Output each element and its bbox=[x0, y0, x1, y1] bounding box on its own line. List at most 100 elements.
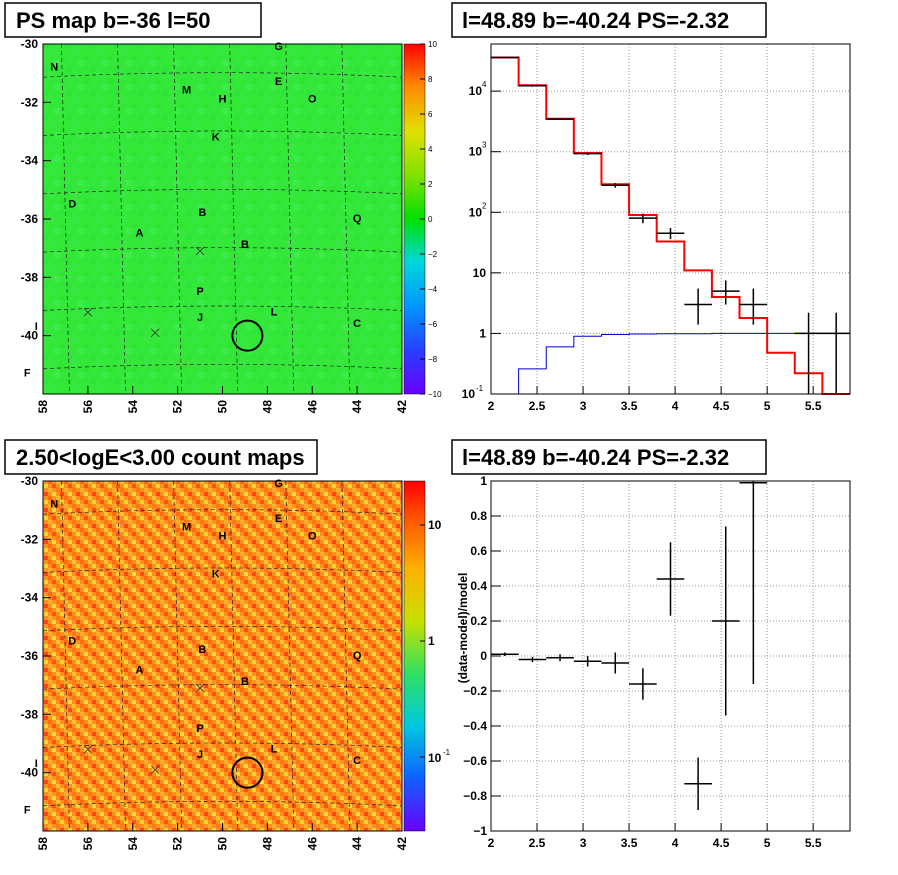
residual-ytick-label: 0.4 bbox=[470, 579, 487, 593]
ps-map-source-label: B bbox=[198, 207, 206, 219]
spectrum-xtick-label: 5.5 bbox=[805, 399, 822, 413]
ps-map-cross-marker bbox=[83, 308, 93, 317]
residual-ytick-label: −0.4 bbox=[463, 719, 487, 733]
count-map-lat-line bbox=[42, 800, 403, 807]
residual-ytick-label: 0.8 bbox=[470, 509, 487, 523]
ps-map-source-label: I bbox=[35, 321, 38, 333]
count-map-axes: -30 -32 -34 -36 -38 -40 58 56 54 52 50 48 46 44 42 bbox=[21, 474, 409, 850]
count-map-xtick-label: 58 bbox=[36, 837, 50, 851]
count-map-image bbox=[43, 481, 402, 831]
residual-ytick-label: −0.6 bbox=[463, 754, 487, 768]
spectrum-frame bbox=[490, 43, 851, 395]
residual-axes: 2 2.5 3 3.5 4 4.5 5 5.5 1 0.8 0.6 0.4 0.2 0 −0.2 −0.4 −0… bbox=[463, 474, 822, 850]
ps-cb-tick-label: −4 bbox=[428, 285, 438, 294]
residual-xtick-label: 3.5 bbox=[621, 836, 638, 850]
ps-map-lon-line bbox=[117, 43, 126, 395]
count-map-ytick-label: -34 bbox=[21, 591, 39, 605]
spectrum-xtick-label: 2.5 bbox=[529, 399, 546, 413]
ps-cb-tick-label: −2 bbox=[428, 250, 438, 259]
ps-map-xtick-label: 50 bbox=[216, 400, 230, 414]
residual-ytick-label: 0.2 bbox=[470, 614, 487, 628]
count-map-lon-line bbox=[229, 480, 239, 832]
residual-title-box bbox=[451, 439, 767, 475]
ps-cb-tick-label: 6 bbox=[428, 110, 433, 119]
residual-xtick-label: 2.5 bbox=[529, 836, 546, 850]
count-map-xtick-label: 56 bbox=[81, 837, 95, 851]
count-map-source-label: B bbox=[241, 676, 249, 688]
ps-cb-tick-label: 4 bbox=[428, 145, 433, 154]
spectrum-xtick-label: 4 bbox=[672, 399, 679, 413]
ps-map-xtick-label: 58 bbox=[36, 400, 50, 414]
spectrum-ytick-base: 10 bbox=[469, 205, 483, 219]
ps-map-cross-marker bbox=[150, 328, 160, 338]
count-map-lon-line bbox=[285, 480, 295, 832]
count-map-colorbar-ticks: 10 1 10 -1 bbox=[420, 518, 451, 765]
count-map-source-label: L bbox=[271, 743, 278, 755]
ps-map-source-label: H bbox=[219, 93, 227, 105]
cm-cb-tick-01-exp: -1 bbox=[443, 748, 451, 757]
count-map-lat-line bbox=[42, 509, 403, 515]
count-map-ytick-label: -38 bbox=[21, 707, 39, 721]
ps-map-lon-line bbox=[285, 43, 295, 395]
ps-map-lat-line bbox=[42, 188, 403, 195]
ps-map-title: PS map b=-36 l=50 bbox=[16, 8, 210, 33]
count-map-panel: 2.50<logE<3.00 count maps N G E M H O K D B Q A B P J… bbox=[4, 439, 451, 850]
count-map-xtick-label: 46 bbox=[305, 837, 319, 851]
spectrum-ytick-exp: 2 bbox=[482, 201, 487, 210]
ps-map-overlay: N G E M H O K D B Q A B P J L I C F bbox=[24, 41, 362, 380]
cm-cb-tick-1: 1 bbox=[428, 634, 435, 648]
ps-map-image bbox=[43, 44, 402, 394]
spectrum-xtick-label: 3 bbox=[580, 399, 587, 413]
ps-map-axes: -30 -32 -34 -36 -38 -40 58 56 54 52 50 48 46 44 42 bbox=[21, 37, 409, 413]
count-map-source-label: B bbox=[198, 644, 206, 656]
residual-xtick-label: 3 bbox=[580, 836, 587, 850]
ps-map-xtick-label: 46 bbox=[305, 400, 319, 414]
residual-ytick-label: 1 bbox=[480, 474, 487, 488]
count-map-xtick-label: 52 bbox=[171, 837, 185, 851]
residual-xtick-label: 5 bbox=[764, 836, 771, 850]
residual-ylabel: (data-model)/model bbox=[456, 573, 470, 684]
ps-cb-tick-label: 10 bbox=[428, 40, 437, 49]
spectrum-plot-area bbox=[491, 44, 850, 394]
spectrum-title: l=48.89 b=-40.24 PS=-2.32 bbox=[462, 8, 729, 33]
spectrum-xtick-label: 4.5 bbox=[713, 399, 730, 413]
count-map-xtick-label: 44 bbox=[350, 837, 364, 851]
count-map-title: 2.50<logE<3.00 count maps bbox=[16, 445, 305, 470]
residual-ytick-label: −1 bbox=[473, 824, 487, 838]
residual-series bbox=[491, 481, 768, 810]
count-map-source-label: A bbox=[136, 665, 144, 677]
ps-map-lat-line bbox=[42, 247, 403, 253]
ps-map-ytick-label: -40 bbox=[21, 329, 39, 343]
count-map-ytick-label: -40 bbox=[21, 766, 39, 780]
count-map-colorbar bbox=[403, 480, 426, 832]
ps-map-title-box bbox=[4, 2, 262, 38]
ps-map-lon-line bbox=[61, 43, 70, 395]
ps-cb-tick-label: −8 bbox=[428, 355, 438, 364]
spectrum-grid bbox=[491, 44, 850, 394]
ps-map-source-circle bbox=[231, 319, 264, 352]
count-map-ytick-label: -36 bbox=[21, 649, 39, 663]
ps-cb-tick-label: 8 bbox=[428, 75, 433, 84]
ps-cb-tick-label: −10 bbox=[428, 390, 442, 399]
count-map-source-label: H bbox=[219, 530, 227, 542]
ps-map-lon-line bbox=[173, 43, 182, 395]
ps-map-panel: PS map b=-36 l=50 N G E M H O K D B Q A B P J L I C F -30… bbox=[4, 2, 442, 413]
count-map-ytick-label: -32 bbox=[21, 532, 39, 546]
count-map-lon-line bbox=[61, 480, 70, 832]
count-map-lat-line bbox=[42, 625, 403, 632]
count-map-source-label: J bbox=[197, 749, 203, 761]
count-map-graticule bbox=[42, 480, 403, 832]
count-map-source-label: C bbox=[353, 755, 361, 767]
spectrum-ytick-exp: 4 bbox=[482, 80, 487, 89]
spectrum-xtick-label: 5 bbox=[764, 399, 771, 413]
spectrum-ytick-base: 10 bbox=[469, 145, 483, 159]
spectrum-ytick-exp: -1 bbox=[476, 384, 484, 393]
residual-grid bbox=[491, 481, 850, 831]
count-map-cross-marker bbox=[195, 683, 205, 693]
ps-map-source-label: C bbox=[353, 318, 361, 330]
count-map-xtick-label: 54 bbox=[126, 837, 140, 851]
count-map-xtick-label: 42 bbox=[395, 837, 409, 851]
count-map-lon-line bbox=[341, 480, 351, 832]
ps-map-source-label: A bbox=[136, 228, 144, 240]
